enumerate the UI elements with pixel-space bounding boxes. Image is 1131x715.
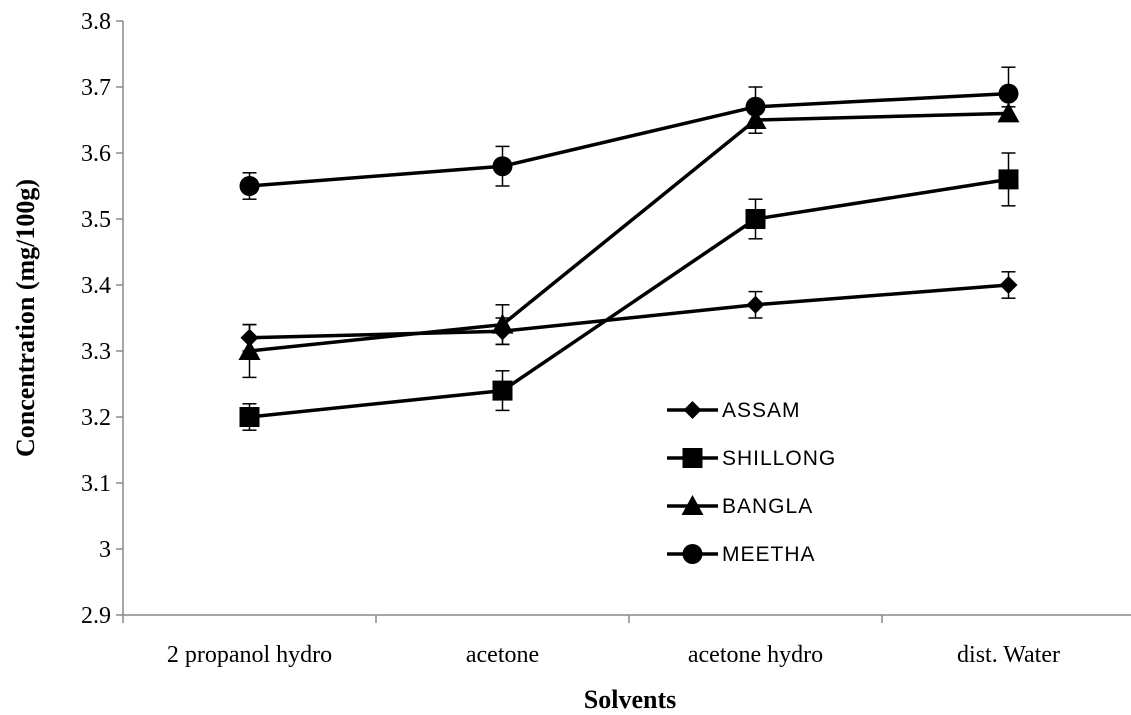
legend-item-assam: ASSAM xyxy=(667,399,801,422)
legend-item-bangla: BANGLA xyxy=(667,495,813,518)
legend-label-shillong: SHILLONG xyxy=(722,447,836,470)
y-tick-label: 3.3 xyxy=(81,339,111,365)
x-axis-title: Solvents xyxy=(584,685,676,714)
legend-item-shillong: SHILLONG xyxy=(667,447,836,470)
legend-marker-meetha xyxy=(682,544,703,564)
data-point-assam xyxy=(999,276,1018,294)
legend-marker-shillong xyxy=(682,448,703,468)
series-shillong xyxy=(239,152,1019,431)
series-assam xyxy=(240,271,1018,352)
legend-item-meetha: MEETHA xyxy=(667,543,816,566)
data-point-meetha xyxy=(492,156,513,177)
series-meetha xyxy=(239,66,1019,200)
data-point-meetha xyxy=(239,176,260,196)
data-point-bangla xyxy=(238,340,261,360)
x-tick-label: dist. Water xyxy=(957,642,1060,668)
data-point-meetha xyxy=(998,83,1019,104)
data-point-bangla xyxy=(491,313,514,334)
data-point-assam xyxy=(746,295,765,314)
series-lines xyxy=(238,66,1020,431)
y-tick-label: 2.9 xyxy=(81,603,111,629)
series-line-meetha xyxy=(249,91,1009,188)
data-point-shillong xyxy=(492,380,513,401)
legend-marker-assam xyxy=(683,401,702,419)
x-tick-label: acetone hydro xyxy=(688,642,823,668)
x-tick-label: 2 propanol hydro xyxy=(167,642,332,668)
y-tick-label: 3.4 xyxy=(81,273,111,299)
legend-label-bangla: BANGLA xyxy=(722,495,813,518)
y-tick-label: 3 xyxy=(99,537,111,563)
data-point-shillong xyxy=(998,169,1019,190)
legend-label-assam: ASSAM xyxy=(722,399,801,422)
y-axis-title: Concentration (mg/100g) xyxy=(11,179,40,457)
y-tick-label: 3.1 xyxy=(81,471,111,497)
y-tick-label: 3.8 xyxy=(81,9,111,35)
data-point-shillong xyxy=(745,209,766,229)
legend: ASSAM SHILLONG BANGLA MEETHA xyxy=(667,399,836,566)
axes: 2.9 3 3.1 3.2 3.3 3.4 3.5 3.6 3.7 3.8 2 propanol h… xyxy=(81,9,1131,668)
y-tick-label: 3.6 xyxy=(81,141,111,167)
y-tick-label: 3.2 xyxy=(81,405,111,431)
y-tick-label: 3.5 xyxy=(81,207,111,233)
x-tick-label: acetone xyxy=(466,642,539,668)
data-point-shillong xyxy=(239,407,260,427)
series-line-shillong xyxy=(249,177,1009,419)
legend-marker-bangla xyxy=(681,495,704,515)
data-point-meetha xyxy=(745,96,766,117)
series-line-bangla xyxy=(249,111,1009,353)
legend-label-meetha: MEETHA xyxy=(722,543,816,566)
series-line-assam xyxy=(249,283,1009,340)
y-tick-label: 3.7 xyxy=(81,75,111,101)
